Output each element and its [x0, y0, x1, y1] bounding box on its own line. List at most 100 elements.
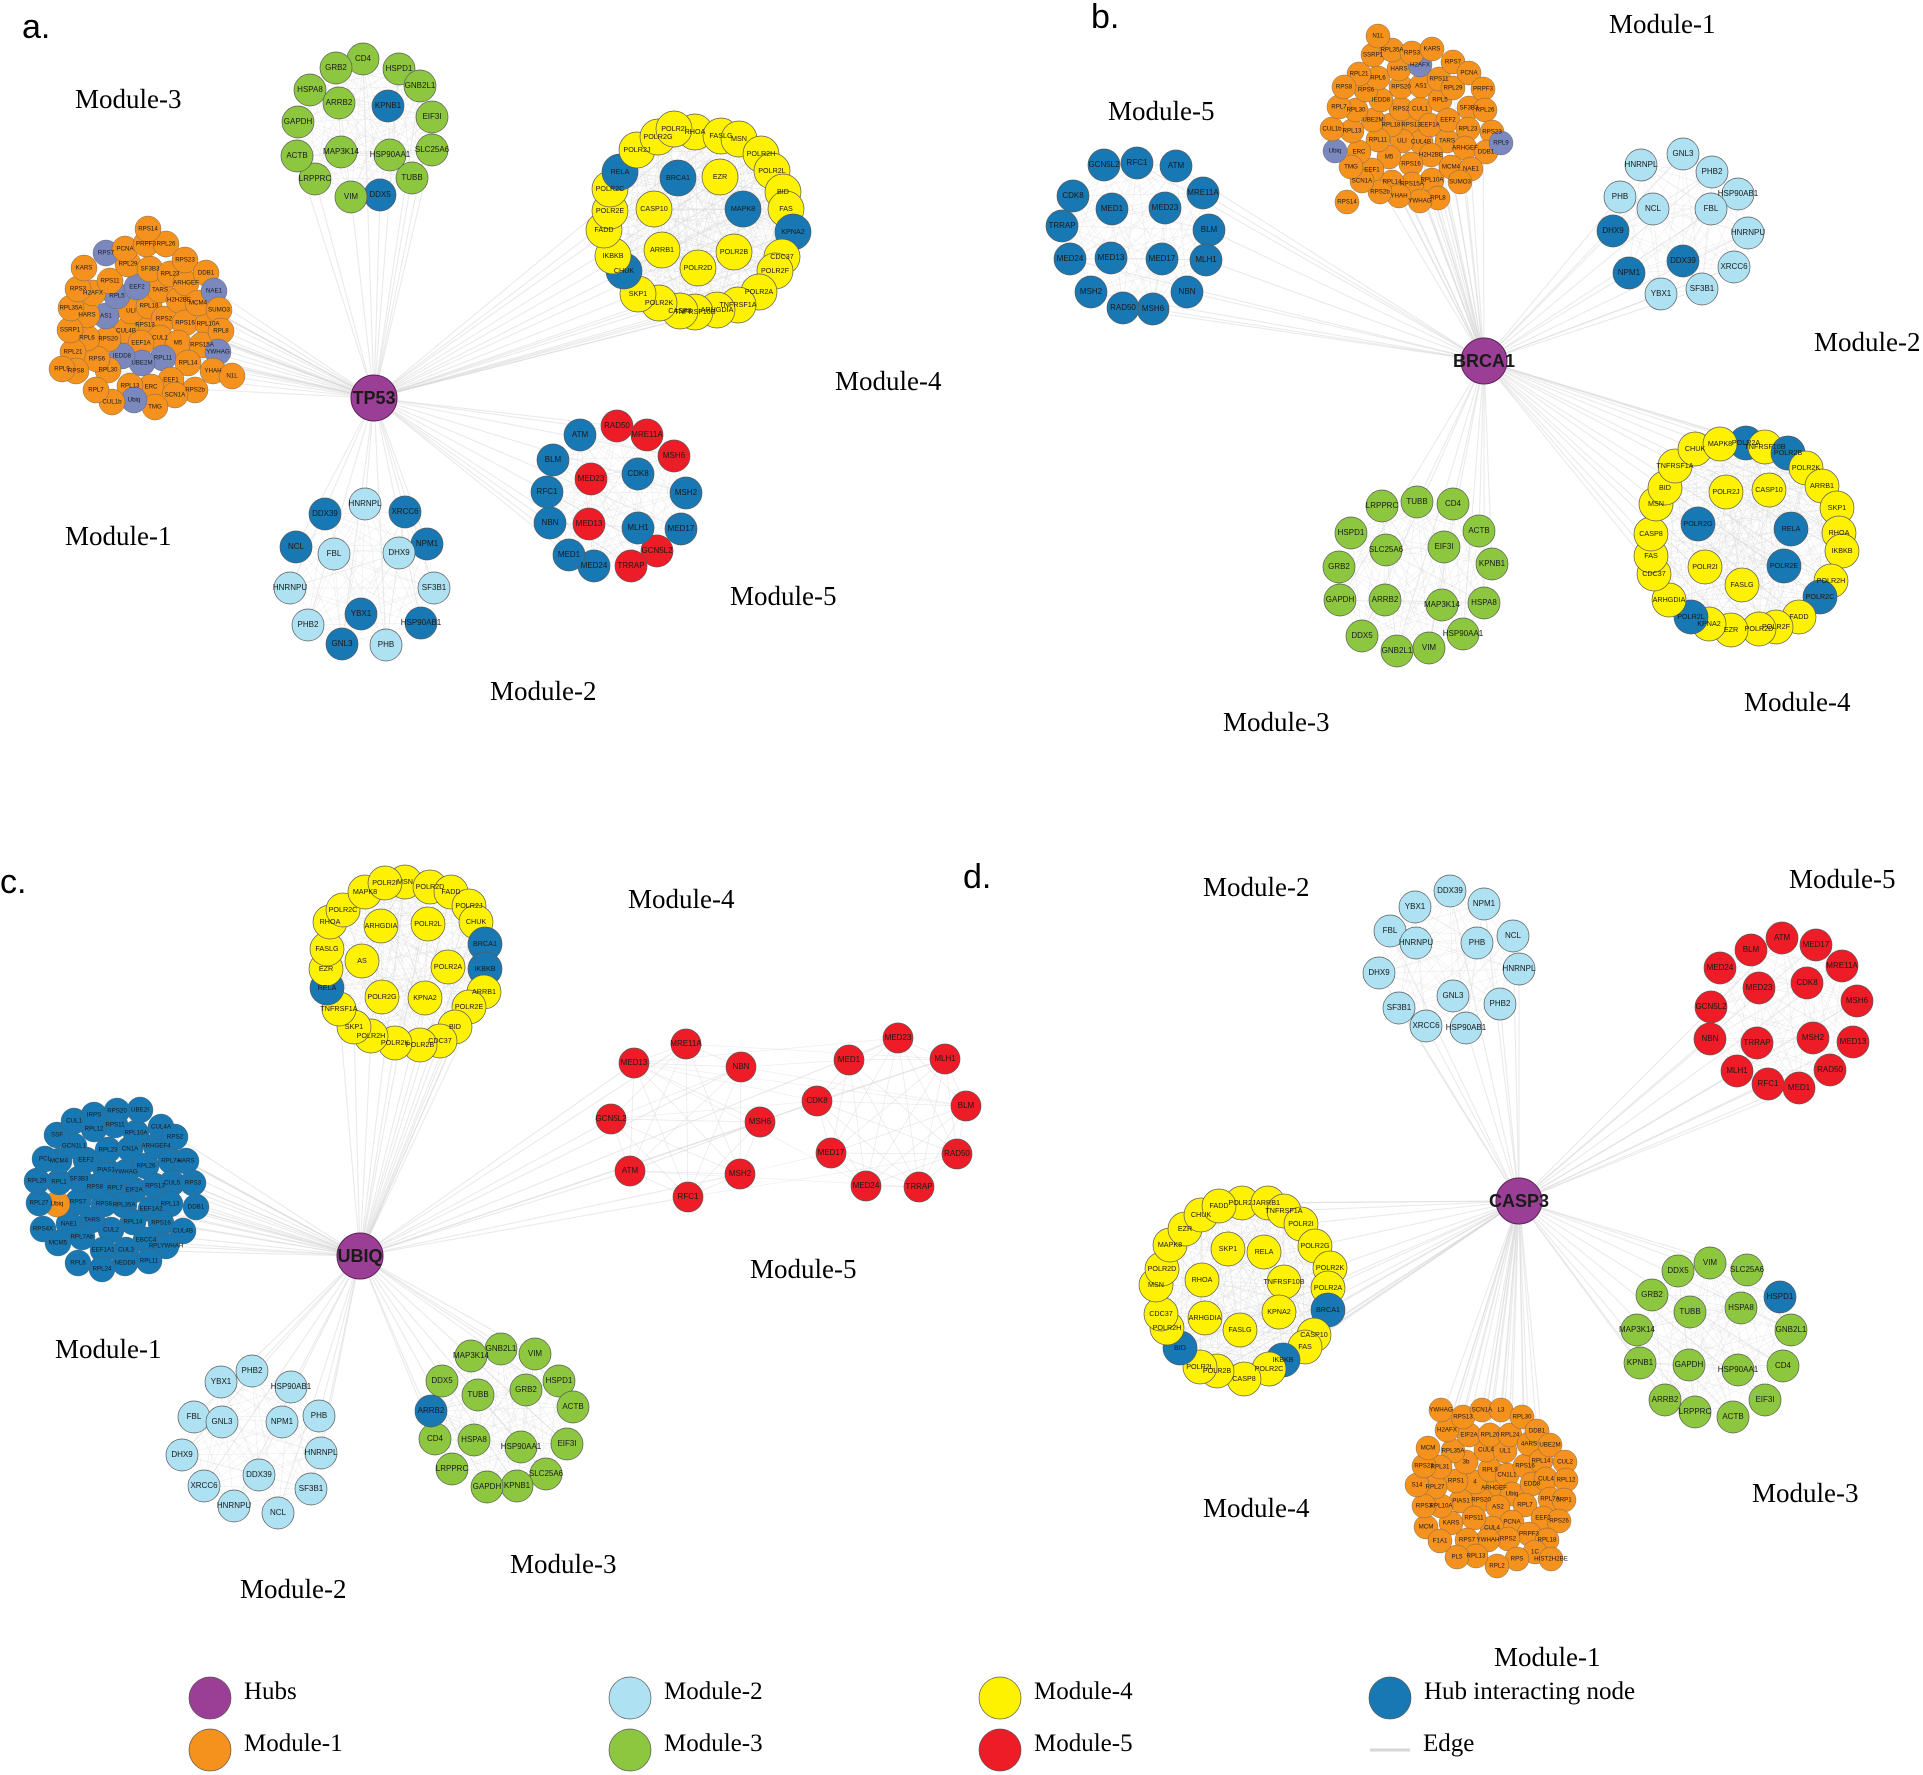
svg-text:RPL23: RPL23 — [99, 1147, 118, 1154]
svg-text:MAP3K14: MAP3K14 — [1619, 1325, 1656, 1334]
svg-text:KPNA2: KPNA2 — [781, 227, 805, 236]
svg-text:POLR2J: POLR2J — [455, 901, 483, 910]
svg-text:RPS11: RPS11 — [1429, 76, 1449, 83]
svg-text:LRPPRC: LRPPRC — [436, 1464, 469, 1473]
svg-text:DDB1: DDB1 — [198, 270, 215, 277]
svg-text:RPS16: RPS16 — [151, 1220, 171, 1227]
svg-text:CD4: CD4 — [1775, 1361, 1792, 1370]
svg-text:Hubs: Hubs — [244, 1678, 297, 1705]
svg-text:TARS: TARS — [152, 287, 168, 294]
svg-text:a.: a. — [22, 8, 50, 46]
svg-text:RPS15A: RPS15A — [190, 342, 215, 349]
svg-text:CHUK: CHUK — [1685, 444, 1706, 453]
svg-text:RPL30: RPL30 — [99, 367, 118, 374]
svg-text:RHOA: RHOA — [685, 127, 706, 136]
svg-text:Module-1: Module-1 — [1609, 9, 1715, 39]
svg-text:BRCA1: BRCA1 — [1316, 1305, 1340, 1314]
svg-text:MED17: MED17 — [818, 1148, 845, 1157]
svg-text:RPL24: RPL24 — [93, 1266, 112, 1273]
svg-text:CASP8: CASP8 — [668, 306, 692, 315]
svg-text:TNFRSF1A: TNFRSF1A — [1265, 1206, 1302, 1215]
svg-text:CN1A: CN1A — [122, 1146, 139, 1153]
svg-text:DDB1: DDB1 — [1478, 149, 1495, 156]
svg-text:ARHGDIA: ARHGDIA — [1653, 595, 1686, 604]
svg-text:ARHGDIA: ARHGDIA — [365, 921, 398, 930]
svg-text:ERC: ERC — [1352, 149, 1366, 156]
svg-text:YWHAG: YWHAG — [206, 349, 230, 356]
svg-text:HSPA8: HSPA8 — [1471, 598, 1497, 607]
svg-text:NPM1: NPM1 — [1618, 268, 1641, 277]
svg-text:RPS2: RPS2 — [1500, 1536, 1517, 1543]
svg-text:KPNB1: KPNB1 — [1627, 1358, 1654, 1367]
svg-text:IKBKB: IKBKB — [602, 251, 623, 260]
svg-text:CUL5: CUL5 — [164, 1180, 180, 1187]
svg-text:SCN1A: SCN1A — [1352, 178, 1374, 185]
svg-text:GRB2: GRB2 — [1641, 1290, 1663, 1299]
svg-text:VIM: VIM — [1422, 643, 1437, 652]
svg-text:MED17: MED17 — [668, 524, 695, 533]
svg-text:HSPA8: HSPA8 — [297, 85, 323, 94]
svg-text:RPS3: RPS3 — [1416, 1503, 1433, 1510]
svg-text:MED23: MED23 — [885, 1033, 912, 1042]
svg-text:HSP90AA1: HSP90AA1 — [1718, 1365, 1759, 1374]
svg-text:XRCC6: XRCC6 — [391, 507, 419, 516]
svg-text:SUMO3: SUMO3 — [1449, 179, 1472, 186]
svg-text:HNRNPL: HNRNPL — [305, 1448, 338, 1457]
svg-text:MCM4: MCM4 — [1442, 164, 1461, 171]
svg-text:RPS6: RPS6 — [1358, 87, 1375, 94]
svg-text:MSH2: MSH2 — [675, 488, 698, 497]
svg-text:HARS: HARS — [177, 1158, 194, 1165]
svg-text:XRCC6: XRCC6 — [1720, 262, 1748, 271]
svg-text:EEF2: EEF2 — [1440, 117, 1456, 124]
svg-text:RPS2b: RPS2b — [1370, 189, 1390, 196]
svg-text:VIM: VIM — [1703, 1258, 1718, 1267]
svg-text:ARRB1: ARRB1 — [650, 245, 674, 254]
svg-text:GNL3: GNL3 — [332, 639, 353, 648]
svg-text:POLR2B: POLR2B — [1774, 448, 1803, 457]
svg-text:SLC25A6: SLC25A6 — [1730, 1265, 1765, 1274]
svg-text:EEF2: EEF2 — [78, 1157, 94, 1164]
svg-text:PRPF3: PRPF3 — [136, 241, 157, 248]
svg-text:UBE2M: UBE2M — [1362, 117, 1383, 124]
svg-text:GRB2: GRB2 — [325, 63, 347, 72]
svg-text:Ubiq: Ubiq — [1506, 1491, 1519, 1498]
svg-text:Ubiq: Ubiq — [1329, 148, 1342, 155]
svg-text:RPL11: RPL11 — [154, 355, 173, 362]
svg-text:MLH1: MLH1 — [1726, 1066, 1748, 1075]
svg-text:RPL26: RPL26 — [1476, 107, 1495, 114]
svg-text:RPL6: RPL6 — [1370, 75, 1386, 82]
svg-text:RPL35A: RPL35A — [112, 1202, 136, 1209]
svg-text:ERC: ERC — [144, 384, 158, 391]
svg-text:CHUK: CHUK — [466, 917, 487, 926]
svg-text:POLR2K: POLR2K — [645, 298, 674, 307]
svg-text:4ARS: 4ARS — [1521, 1441, 1537, 1448]
svg-text:POLR2A: POLR2A — [434, 962, 463, 971]
svg-text:ULI: ULI — [1397, 138, 1407, 145]
svg-text:RPL10A: RPL10A — [124, 1130, 148, 1137]
svg-text:GCN5L2: GCN5L2 — [1695, 1002, 1727, 1011]
svg-text:UBE2I: UBE2I — [131, 1107, 149, 1114]
svg-text:MAPK8: MAPK8 — [353, 887, 377, 896]
svg-text:ATM: ATM — [572, 430, 589, 439]
svg-text:ACTB: ACTB — [1722, 1412, 1743, 1421]
svg-text:EZR: EZR — [1178, 1224, 1192, 1233]
svg-text:FADD: FADD — [441, 887, 460, 896]
svg-text:EEF1A1: EEF1A1 — [91, 1247, 115, 1254]
svg-text:YBX1: YBX1 — [351, 609, 372, 618]
svg-text:PCNA: PCNA — [1503, 1519, 1521, 1526]
svg-text:FAS: FAS — [1644, 551, 1658, 560]
svg-text:RPL14: RPL14 — [1532, 1458, 1551, 1465]
svg-text:RPS13: RPS13 — [135, 322, 155, 329]
svg-text:NBN: NBN — [733, 1062, 750, 1071]
svg-text:TARS: TARS — [1439, 138, 1455, 145]
svg-text:RPL12: RPL12 — [1557, 1477, 1576, 1484]
svg-text:POLR2E: POLR2E — [455, 1002, 484, 1011]
svg-text:CASP8: CASP8 — [1639, 529, 1663, 538]
svg-text:SKP1: SKP1 — [1219, 1244, 1237, 1253]
svg-text:PHB: PHB — [1612, 192, 1628, 201]
svg-text:RPL14: RPL14 — [124, 1219, 143, 1226]
svg-text:RPL6: RPL6 — [79, 335, 95, 342]
svg-text:RPL29: RPL29 — [119, 261, 138, 268]
svg-text:MRE11A: MRE11A — [631, 430, 663, 439]
svg-text:KPNB1: KPNB1 — [504, 1481, 531, 1490]
